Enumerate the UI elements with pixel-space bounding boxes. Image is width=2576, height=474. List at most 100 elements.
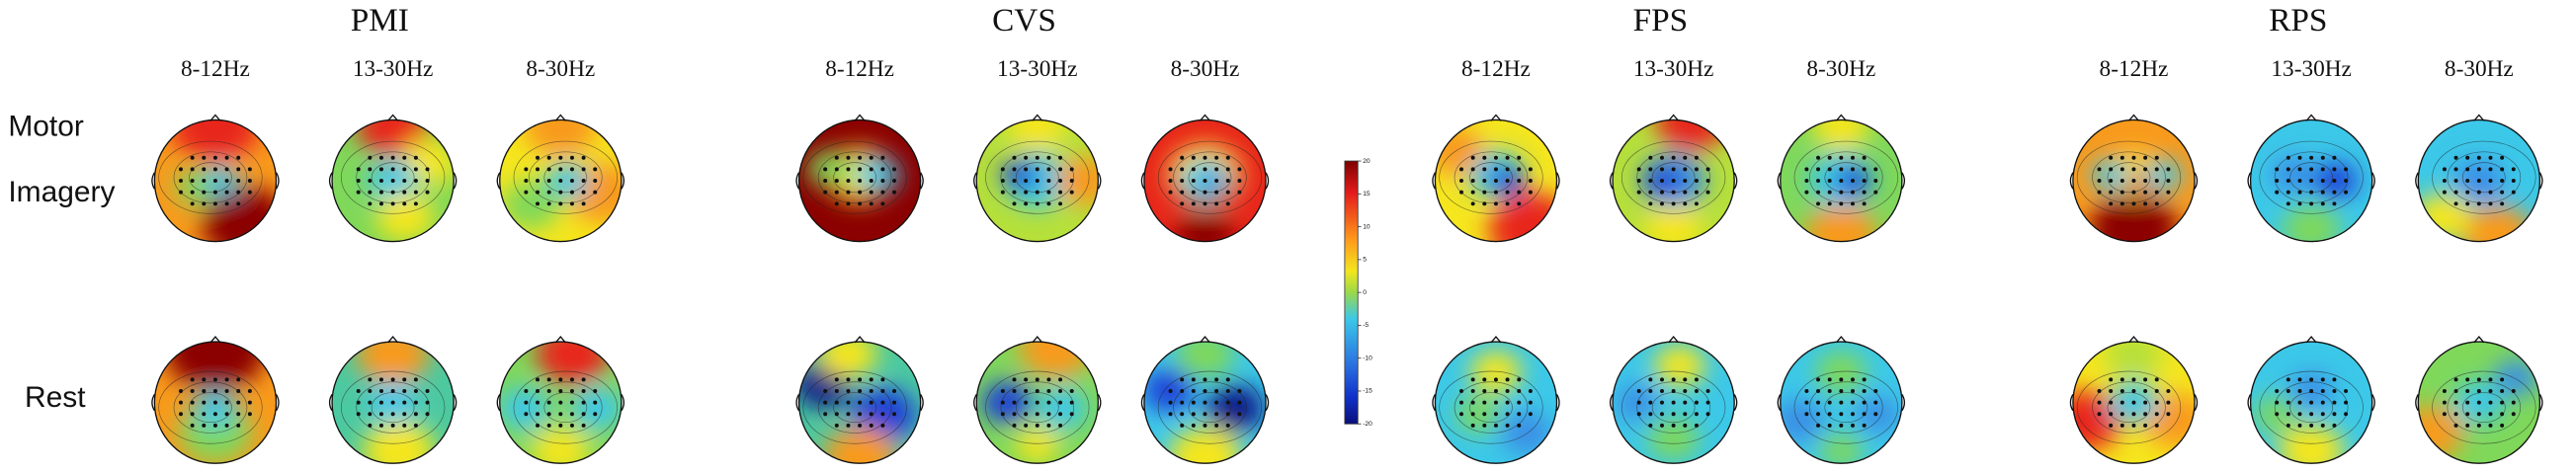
electrode	[1203, 167, 1207, 172]
nose	[209, 114, 221, 121]
electrode	[2500, 179, 2505, 184]
electrode	[1012, 423, 1017, 428]
electrode	[2285, 179, 2290, 184]
electrode	[1850, 201, 1855, 206]
electrode	[1804, 388, 1809, 393]
electrode	[1683, 412, 1688, 417]
blob	[823, 427, 897, 464]
electrode	[846, 155, 851, 160]
head-outline	[797, 118, 922, 243]
electrode	[224, 155, 229, 160]
electrode	[569, 167, 574, 172]
contour	[356, 381, 430, 434]
electrode	[2442, 190, 2447, 195]
electrode	[1035, 201, 1039, 206]
blob	[981, 381, 1033, 425]
topomap	[154, 119, 277, 242]
electrode	[1862, 388, 1867, 393]
electrode	[2332, 388, 2337, 393]
electrode	[546, 179, 551, 184]
electrode	[846, 388, 851, 393]
electrode	[1493, 412, 1498, 417]
electrode	[1517, 388, 1522, 393]
band-label: 13-30Hz	[997, 56, 1077, 82]
electrode	[569, 400, 574, 405]
electrode	[402, 201, 407, 206]
blob	[818, 342, 877, 378]
electrode	[1694, 388, 1699, 393]
electrode	[1046, 190, 1051, 195]
electrode	[1046, 388, 1051, 393]
electrode	[834, 377, 839, 382]
topomap	[1435, 119, 1557, 242]
electrode	[413, 423, 418, 428]
electrode	[1000, 190, 1005, 195]
electrode	[2131, 155, 2136, 160]
topomap	[2250, 119, 2372, 242]
electrode	[1058, 388, 1063, 393]
electrode	[834, 412, 839, 417]
electrode	[1683, 179, 1688, 184]
electrode	[2476, 167, 2481, 172]
contour	[1809, 381, 1883, 434]
band-label: 8-30Hz	[1171, 56, 1240, 82]
colorbar-tick-label: 0	[1363, 289, 1367, 296]
electrode	[1816, 377, 1821, 382]
electrode	[1517, 155, 1522, 160]
electrode	[402, 388, 407, 393]
contour	[1157, 370, 1263, 444]
electrode	[834, 167, 839, 172]
head-outline	[331, 118, 455, 243]
electrode	[236, 155, 241, 160]
electrode	[179, 167, 184, 172]
left-ear	[795, 393, 800, 412]
electrode	[1470, 400, 1475, 405]
electrode	[402, 179, 407, 184]
electrode	[236, 377, 241, 382]
electrode	[1873, 179, 1878, 184]
electrode	[2465, 423, 2470, 428]
electrode	[2332, 423, 2337, 428]
electrode	[1024, 167, 1029, 172]
electrode	[1482, 400, 1487, 405]
electrode	[402, 423, 407, 428]
electrode	[425, 179, 430, 184]
blob	[500, 181, 560, 230]
electrode	[581, 155, 586, 160]
electrode	[1035, 190, 1039, 195]
electrode	[1705, 388, 1710, 393]
electrode	[1180, 167, 1185, 172]
electrode	[368, 377, 373, 382]
electrode	[1046, 179, 1051, 184]
right-ear	[621, 393, 625, 412]
topomap	[1613, 342, 1735, 464]
electrode	[2275, 388, 2280, 393]
row-label: Motor	[8, 111, 84, 143]
electrode	[823, 167, 828, 172]
electrode	[1035, 155, 1039, 160]
topomap	[2418, 119, 2540, 242]
electrode	[1180, 388, 1185, 393]
electrode	[1694, 167, 1699, 172]
electrode	[2097, 388, 2102, 393]
electrode	[1000, 412, 1005, 417]
electrode	[2442, 179, 2447, 184]
electrode	[1180, 412, 1185, 417]
electrode	[390, 412, 395, 417]
electrode	[1505, 155, 1510, 160]
contour	[173, 381, 248, 434]
head-outline	[1612, 118, 1735, 243]
electrode	[1505, 201, 1510, 206]
electrode	[1517, 167, 1522, 172]
electrode	[2097, 412, 2102, 417]
electrode	[1873, 388, 1878, 393]
electrode	[202, 155, 207, 160]
electrode	[390, 167, 395, 172]
head-outline	[153, 341, 278, 464]
electrode	[524, 179, 529, 184]
electrode	[1862, 423, 1867, 428]
electrode	[1470, 423, 1475, 428]
electrode	[1470, 377, 1475, 382]
electrode	[1214, 423, 1219, 428]
electrode	[378, 400, 383, 405]
